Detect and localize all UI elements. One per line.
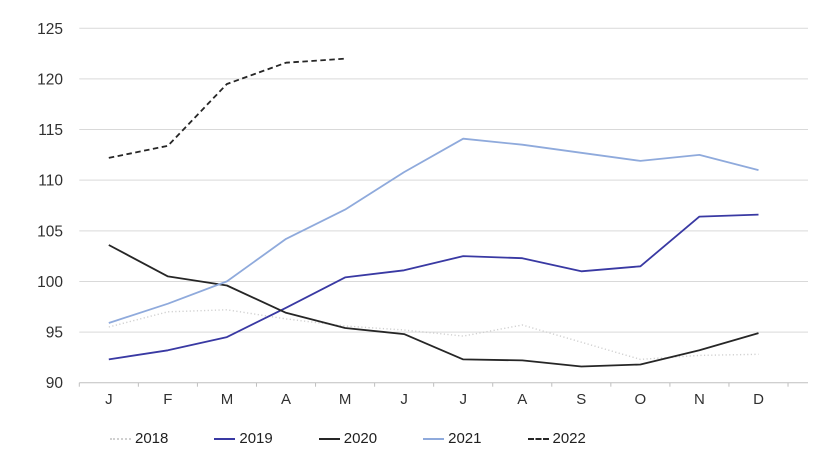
x-axis-month-label: J [105, 391, 113, 408]
y-axis-tick-label: 90 [46, 375, 64, 392]
x-axis-month-label: J [400, 391, 408, 408]
y-axis-tick-label: 105 [37, 223, 63, 240]
x-axis-month-label: N [694, 391, 705, 408]
y-axis-tick-label: 120 [37, 71, 63, 88]
x-axis-month-label: J [459, 391, 467, 408]
series-line-2022 [108, 57, 346, 159]
y-axis-tick-label: 115 [38, 122, 63, 139]
x-axis-month-label: M [339, 391, 352, 408]
x-axis-month-label: M [221, 391, 234, 408]
y-axis-tick-label: 100 [37, 274, 63, 291]
x-axis-month-label: O [635, 391, 647, 408]
legend-swatch-dashed-line [527, 437, 549, 440]
y-axis-tick-label: 95 [46, 325, 63, 342]
legend-swatch-solid-line [318, 437, 340, 440]
legend-label: 2019 [239, 430, 273, 447]
legend-label: 2022 [552, 430, 586, 447]
y-axis-tick-label: 125 [37, 21, 63, 38]
series-line-2020 [108, 244, 759, 368]
legend-item-2021: 2021 [423, 430, 482, 447]
legend-swatch-dotted-line [110, 437, 131, 440]
legend-label: 2021 [448, 430, 482, 447]
legend-label: 2018 [135, 430, 169, 447]
series-line-2019 [108, 213, 759, 361]
legend-swatch-solid-line [423, 437, 445, 440]
series-line-2018 [108, 309, 759, 361]
legend-item-2020: 2020 [318, 430, 378, 447]
plot-area: 90 95 100 105 110 115 120 125 J F M A M J J A S O N D [37, 21, 808, 408]
x-axis-month-label: S [576, 391, 586, 408]
x-axis-month-label: F [163, 391, 172, 408]
legend-label: 2020 [343, 430, 378, 447]
x-axis-month-label: A [281, 391, 291, 408]
x-axis-month-label: A [517, 391, 527, 408]
legend-item-2018: 2018 [110, 430, 168, 447]
chart-legend: 2018 2019 2020 2021 2022 [110, 430, 586, 447]
legend-swatch-solid-line [214, 437, 236, 440]
legend-item-2022: 2022 [527, 430, 586, 447]
series-line-2021 [108, 137, 759, 324]
x-axis-month-label: D [753, 391, 764, 408]
y-axis-tick-label: 110 [38, 173, 63, 190]
legend-item-2019: 2019 [214, 430, 273, 447]
